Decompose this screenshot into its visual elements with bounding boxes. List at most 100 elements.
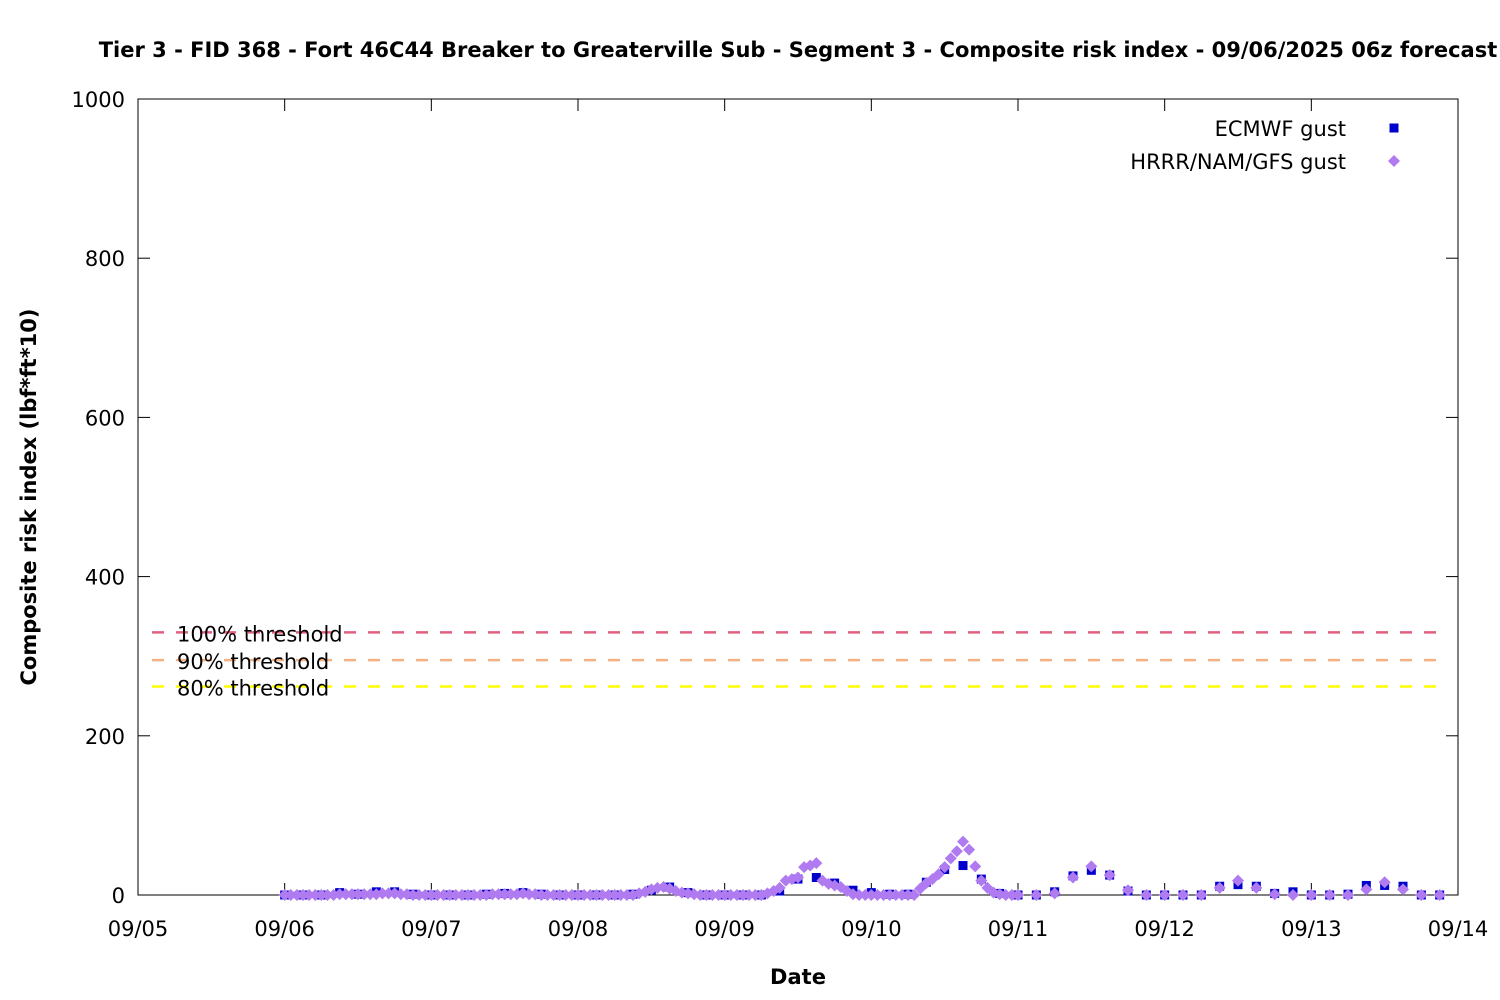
data-point xyxy=(730,889,743,901)
data-point xyxy=(523,888,536,901)
data-point xyxy=(853,889,866,901)
series-hrrr-nam-gfs-gust xyxy=(278,835,1446,901)
data-point xyxy=(1378,876,1391,889)
x-tick-label: 09/09 xyxy=(694,917,755,941)
data-point xyxy=(969,860,982,873)
data-point xyxy=(584,889,597,901)
data-point xyxy=(932,868,945,881)
data-point xyxy=(938,861,951,874)
data-point xyxy=(498,888,511,901)
data-point xyxy=(811,872,821,882)
data-point xyxy=(773,881,786,894)
data-point xyxy=(718,889,731,901)
data-point xyxy=(333,888,346,901)
data-point xyxy=(865,889,878,901)
threshold-label: 90% threshold xyxy=(177,650,329,674)
data-point xyxy=(1433,889,1446,901)
data-point xyxy=(859,889,872,901)
data-point xyxy=(431,889,444,901)
x-axis-label: Date xyxy=(770,965,826,989)
data-point xyxy=(957,835,969,848)
x-tick-label: 09/13 xyxy=(1281,917,1342,941)
data-point xyxy=(1005,889,1018,901)
data-point xyxy=(559,889,572,901)
data-point xyxy=(871,889,884,901)
data-point xyxy=(902,889,914,901)
data-point xyxy=(407,889,419,901)
data-point xyxy=(303,889,316,901)
y-tick-label: 400 xyxy=(85,566,125,590)
data-point xyxy=(1232,874,1244,887)
data-point xyxy=(1030,889,1043,901)
data-point xyxy=(1177,889,1189,901)
data-point xyxy=(958,861,968,871)
data-point xyxy=(358,888,371,901)
data-point xyxy=(278,889,291,901)
data-point xyxy=(1213,881,1226,894)
data-point xyxy=(492,888,505,901)
data-point xyxy=(724,889,737,901)
data-point xyxy=(694,889,707,901)
data-point xyxy=(443,889,456,901)
data-point xyxy=(486,888,499,901)
data-point xyxy=(608,889,621,901)
data-point xyxy=(572,889,584,901)
data-point xyxy=(737,889,749,901)
y-tick-label: 600 xyxy=(85,406,125,430)
legend-marker xyxy=(1388,155,1400,167)
data-point xyxy=(382,887,395,900)
data-point xyxy=(425,889,438,901)
data-point xyxy=(706,889,719,901)
data-point xyxy=(1305,889,1318,901)
data-point xyxy=(963,843,976,856)
data-point xyxy=(565,889,578,901)
data-point xyxy=(541,889,554,901)
x-tick-label: 09/11 xyxy=(988,917,1049,941)
data-point xyxy=(810,857,823,870)
data-point xyxy=(290,889,303,901)
data-point xyxy=(975,874,988,887)
data-point xyxy=(504,888,517,901)
data-point xyxy=(345,888,358,901)
x-tick-label: 09/10 xyxy=(841,917,902,941)
y-axis-ticks: 0 200 400 600 800 1000 xyxy=(72,88,1458,908)
data-point xyxy=(1342,889,1354,901)
legend: ECMWF gust HRRR/NAM/GFS gust xyxy=(1130,117,1400,174)
data-point xyxy=(413,889,426,901)
data-point xyxy=(1287,889,1299,901)
threshold-label: 80% threshold xyxy=(177,676,329,700)
data-point xyxy=(944,852,957,865)
data-point xyxy=(908,889,921,901)
data-point xyxy=(455,889,468,901)
legend-marker xyxy=(1389,123,1399,133)
x-tick-label: 09/06 xyxy=(254,917,315,941)
data-point xyxy=(315,889,328,901)
y-tick-label: 200 xyxy=(85,725,125,749)
data-point xyxy=(1067,871,1079,884)
series-layer xyxy=(278,835,1446,901)
data-point xyxy=(535,889,548,901)
data-point xyxy=(437,889,450,901)
data-point xyxy=(712,889,725,901)
data-point xyxy=(895,889,908,901)
data-point xyxy=(1158,889,1171,901)
data-point xyxy=(620,889,633,901)
data-point xyxy=(1103,869,1116,882)
x-axis-ticks: 09/05 09/06 09/07 09/08 09/09 09/10 09/11 09/12… xyxy=(108,99,1488,941)
data-point xyxy=(590,889,603,901)
data-point xyxy=(284,889,297,901)
x-tick-label: 09/08 xyxy=(548,917,609,941)
data-point xyxy=(614,889,627,901)
data-point xyxy=(1195,889,1208,901)
x-tick-label: 09/05 xyxy=(108,917,169,941)
plot-area xyxy=(137,98,1459,896)
data-point xyxy=(474,889,487,901)
data-point xyxy=(602,889,615,901)
y-tick-label: 1000 xyxy=(72,88,125,112)
data-point xyxy=(749,889,762,901)
data-point xyxy=(364,888,377,901)
threshold-label: 100% threshold xyxy=(177,622,343,646)
